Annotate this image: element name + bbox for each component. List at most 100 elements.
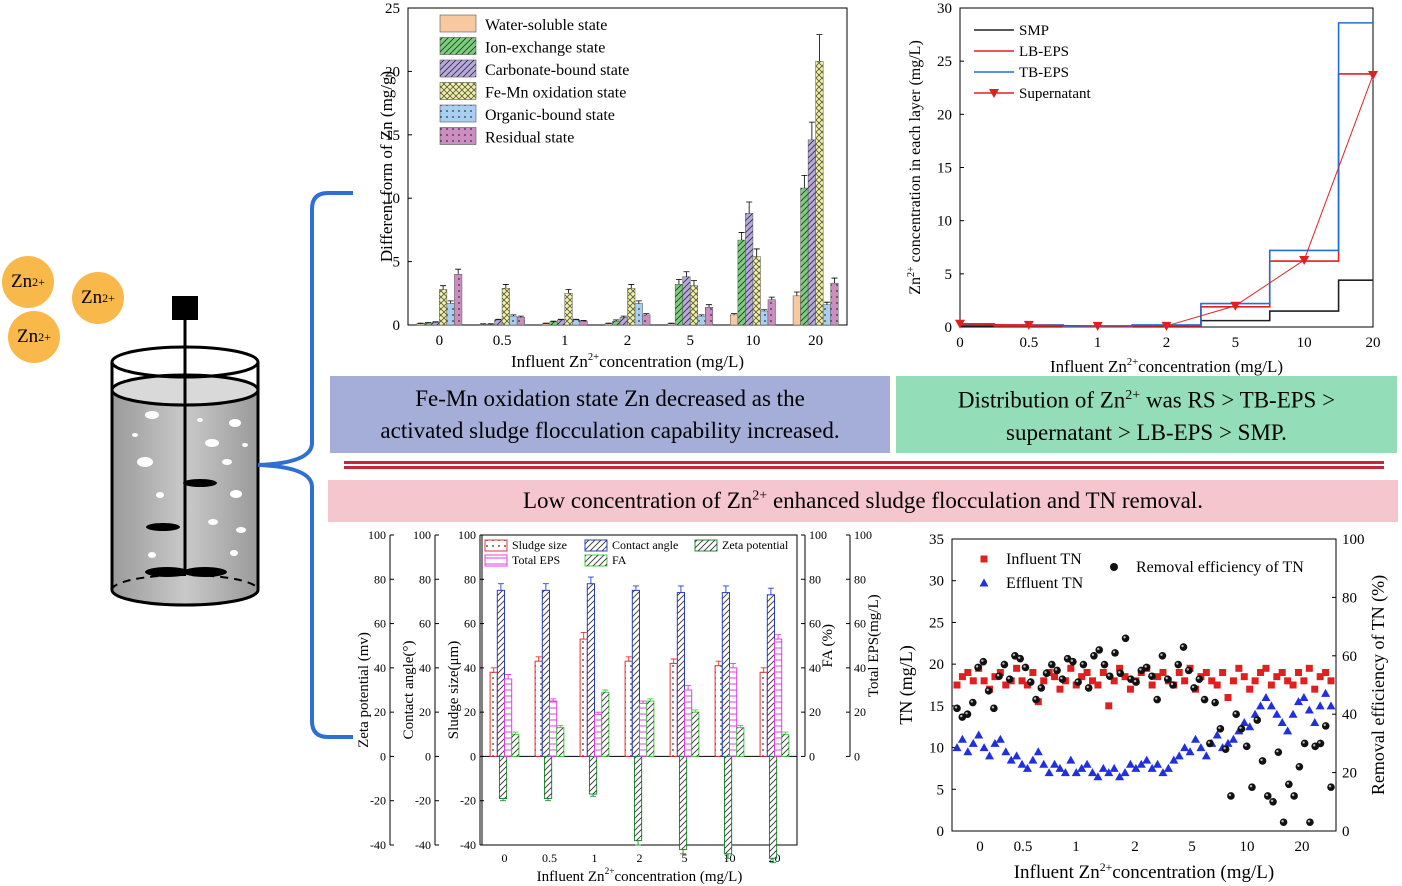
point-removal xyxy=(995,672,1003,681)
point-removal xyxy=(963,710,972,718)
bar-hatch xyxy=(601,692,609,757)
point-effluent xyxy=(1104,768,1114,777)
point-effluent xyxy=(1033,747,1043,756)
point-highlight xyxy=(1212,700,1216,703)
bar-hatch xyxy=(487,324,495,325)
legend-label: Organic-bound state xyxy=(485,107,615,124)
y-tick-label: 35 xyxy=(929,532,944,548)
zn-ion-charge: 2+ xyxy=(102,290,115,305)
legend-hatch xyxy=(485,540,507,551)
bar-hatch xyxy=(612,321,620,325)
y-tick-label: -40 xyxy=(370,838,386,852)
point-influent xyxy=(1208,677,1216,685)
point-removal xyxy=(1227,792,1235,800)
error-bar xyxy=(643,313,650,315)
bar-hatch xyxy=(675,284,683,325)
bar-hatch xyxy=(800,188,809,325)
error-bar xyxy=(770,858,777,864)
point-effluent xyxy=(1174,751,1184,760)
point-effluent xyxy=(1131,763,1141,772)
bar-0-0 xyxy=(416,323,425,326)
point-effluent xyxy=(1028,755,1038,764)
error-bar xyxy=(730,662,737,668)
y-axis-label: Total EPS(mg/L) xyxy=(866,594,882,697)
point-highlight xyxy=(1270,799,1274,802)
y-tick-label: 0 xyxy=(809,749,815,763)
y-tick-label: 60 xyxy=(809,617,821,631)
error-bar xyxy=(505,674,512,679)
zn-ion-label: Zn xyxy=(17,326,39,347)
x-tick-label: 5 xyxy=(1232,335,1240,351)
point-highlight xyxy=(1097,647,1100,651)
legend-hatch xyxy=(695,540,717,551)
point-influent xyxy=(1229,677,1237,685)
point-removal xyxy=(1263,792,1272,800)
bar-hatch xyxy=(632,590,640,757)
point-influent xyxy=(991,673,999,681)
point-effluent xyxy=(1201,751,1211,760)
point-effluent xyxy=(1288,709,1298,718)
bar-hatch xyxy=(431,322,440,325)
point-removal xyxy=(1069,657,1077,666)
y-right-tick-label: 60 xyxy=(1342,649,1357,665)
x-axis-label: Influent Zn2+concentration (mg/L) xyxy=(537,867,743,885)
point-effluent xyxy=(1256,701,1266,710)
point-influent xyxy=(1116,664,1124,672)
point-influent xyxy=(1067,664,1075,672)
y-tick-label: -20 xyxy=(370,794,386,808)
point-effluent xyxy=(1120,768,1130,777)
point-influent xyxy=(1262,664,1270,672)
separator-rule xyxy=(344,461,1384,469)
point-influent xyxy=(1305,664,1313,672)
point-highlight xyxy=(981,659,984,662)
x-tick-label: 5 xyxy=(686,333,694,349)
point-influent xyxy=(1056,685,1064,693)
y-tick-label: 100 xyxy=(413,528,431,542)
y-tick-label: 25 xyxy=(937,54,952,70)
point-removal xyxy=(1174,660,1183,669)
point-influent xyxy=(1213,681,1221,689)
bar-0-5 xyxy=(730,314,739,326)
bar-0-2 xyxy=(541,323,550,326)
y-tick-label: 15 xyxy=(929,699,944,715)
y-right-tick-label: 100 xyxy=(1342,532,1365,548)
error-bar xyxy=(753,248,760,257)
point xyxy=(955,319,965,329)
point-highlight xyxy=(1328,785,1332,788)
y-right-tick-label: 80 xyxy=(1342,590,1357,606)
zn-ion-label: Zn xyxy=(81,287,103,308)
point-highlight xyxy=(1291,793,1295,797)
bracket-arrow xyxy=(257,191,353,739)
x-axis-label: Influent Zn2+concentration (mg/L) xyxy=(511,352,744,371)
point-influent xyxy=(1219,668,1227,676)
point-removal xyxy=(1237,725,1246,733)
error-bar xyxy=(680,849,687,855)
error-bar xyxy=(831,277,838,284)
point-influent xyxy=(1257,668,1265,676)
point-influent xyxy=(1013,664,1021,672)
point-removal xyxy=(1132,678,1140,686)
point-influent xyxy=(1105,702,1113,710)
point-removal xyxy=(1200,695,1209,704)
point-effluent xyxy=(1293,697,1303,706)
error-bar xyxy=(746,201,753,214)
error-bar xyxy=(510,314,517,317)
bar-hatch xyxy=(619,317,628,325)
point-effluent xyxy=(995,734,1005,743)
point-removal xyxy=(1211,698,1219,707)
y-tick-label: 60 xyxy=(464,617,476,631)
x-tick-label: 20 xyxy=(1295,839,1310,855)
y-right-axis-label: Removal efficiency of TN (%) xyxy=(1368,575,1389,795)
point-removal xyxy=(1206,739,1214,748)
bar-hatch xyxy=(635,303,643,325)
point-highlight xyxy=(1139,668,1142,671)
bar-hatch xyxy=(557,319,565,325)
point-effluent xyxy=(1321,688,1331,697)
point-removal xyxy=(1000,660,1009,669)
point-removal xyxy=(1295,762,1304,771)
error-bar xyxy=(738,232,745,241)
error-bar xyxy=(760,667,767,673)
bar-hatch xyxy=(682,276,691,325)
x-tick-label: 0.5 xyxy=(493,333,512,349)
point-influent xyxy=(1235,664,1243,672)
